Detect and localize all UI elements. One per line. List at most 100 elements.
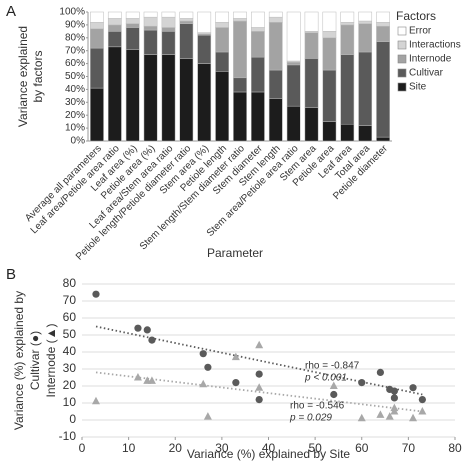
bar-segment [107,24,122,32]
bar-segment [90,47,104,89]
y-tick-label: 80% [65,32,85,43]
y-tick-label: 50 [63,327,77,341]
y-tick-label: 100% [59,7,85,18]
bar-segment [143,11,158,18]
point [91,396,100,405]
bar-segment [251,27,265,32]
bar-segment [90,22,104,30]
bar-segment [107,11,122,19]
legend-swatch [397,40,407,50]
bar-segment [143,54,158,142]
bar-segment [107,46,122,142]
y-tick-label: 70 [63,293,77,307]
point [390,387,398,395]
bar-segment [197,63,212,142]
bar-segment [376,11,390,23]
bar-segment [161,54,176,142]
point [357,413,366,422]
point [255,383,264,391]
bar-segment [215,71,229,142]
y-tick-label: 80 [63,276,77,290]
point [204,363,212,371]
x-tick-label: 30 [215,441,229,455]
bar-segment [179,11,194,19]
legend-swatch [397,68,407,78]
point [133,373,142,381]
y-axis-title: by factors [31,50,45,102]
bar-segment [125,49,140,142]
point [376,368,384,376]
x-axis-title: Parameter [207,246,263,260]
legend-label: Site [409,82,427,93]
y-tick-label: 0% [71,136,86,147]
legend-title: Factors [396,9,436,23]
bar-segment [179,58,194,142]
bar-segment [90,28,104,49]
bar-segment [143,29,158,55]
bar-segment [304,58,319,108]
bar-segment [107,31,122,48]
bar-segment [197,11,212,33]
point [358,379,366,387]
trendline [95,371,423,413]
bar-segment [251,56,265,93]
point [330,390,338,399]
point [255,370,263,378]
point [134,324,142,332]
point [203,412,212,420]
bar-segment [322,69,337,122]
bar-segment [340,11,355,23]
bar-segment [322,31,337,39]
y-tick-label: 40 [63,344,77,358]
bar-segment [125,18,140,24]
bar-segment [340,22,355,26]
y-tick-label: 40% [65,84,85,95]
legend-label: Cultivar [409,68,444,79]
point [92,290,100,298]
bar-segment [161,11,176,18]
bar-segment [322,11,337,32]
bar-segment [233,91,247,142]
annotation: rho = -0.847 [305,361,360,372]
x-tick-label: 20 [169,441,183,455]
y-tick-label: 50% [65,71,85,82]
bar-segment [215,22,229,28]
y-tick-label: 90% [65,20,85,31]
bar-segment [286,62,301,66]
bar-segment [358,11,373,22]
point [148,336,156,344]
point [390,407,399,415]
bar-segment [268,22,283,71]
bar-segment [161,31,176,55]
point [255,340,264,349]
point [376,410,385,418]
bar-segment [286,64,301,107]
bar-segment [376,136,390,142]
bar-segment [125,11,140,19]
y-axis-title: Internode (▲) [44,324,58,398]
bar-segment [251,31,265,58]
x-tick-label: 40 [262,441,276,455]
bar-segment [161,16,176,28]
x-tick-label: 10 [122,441,136,455]
y-axis-title: Cultivar (●) [28,331,42,390]
bar-segment [286,11,301,62]
y-tick-label: 0 [69,412,76,426]
legend-label: Error [409,26,432,37]
legend-swatch [397,54,407,64]
point [231,352,240,361]
legend-label: Interactions [409,40,461,51]
y-axis-title: Variance (%) explained by [12,291,26,430]
y-tick-label: 20 [63,378,77,392]
bar-segment [286,105,301,142]
bar-segment [268,98,283,142]
y-axis-title: Variance explained [16,26,30,127]
bar-segment [340,24,355,55]
annotation: rho = -0.546 [290,401,345,412]
legend-swatch [397,82,407,92]
bar-segment [322,121,337,142]
x-tick-label: 80 [448,441,462,455]
y-tick-label: 30% [65,97,85,108]
bar-segment [304,11,319,32]
